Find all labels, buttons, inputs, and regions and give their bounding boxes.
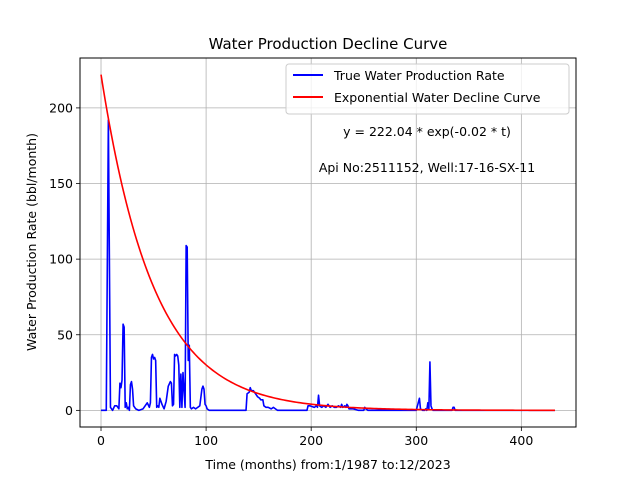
y-axis-label: Water Production Rate (bbl/month) [24,133,39,351]
x-tick-label: 300 [404,433,428,448]
x-tick-label: 100 [194,433,218,448]
x-axis-label: Time (months) from:1/1987 to:12/2023 [204,457,450,472]
axis-ticks: 0 100 200 300 400 0 50 100 150 200 [49,100,533,448]
series-line-true-rate [101,119,555,412]
series-line-exponential-curve [100,74,555,412]
y-tick-label: 200 [49,100,73,115]
plot-frame [79,57,577,428]
x-tick-label: 0 [97,433,105,448]
x-tick-label: 200 [299,433,323,448]
legend: True Water Production Rate Exponential W… [285,63,570,115]
y-tick-label: 100 [49,252,73,267]
annotation-equation: y = 222.04 * exp(-0.02 * t) [343,124,511,139]
legend-label-true-rate: True Water Production Rate [333,68,505,83]
y-tick-label: 50 [57,327,73,342]
y-tick-label: 0 [65,403,73,418]
plot-area [80,58,576,427]
annotation-well-info: Api No:2511152, Well:17-16-SX-11 [319,160,535,175]
legend-label-exponential-curve: Exponential Water Decline Curve [334,90,541,105]
chart-title: Water Production Decline Curve [209,35,448,53]
x-tick-label: 400 [509,433,533,448]
legend-box [285,63,570,115]
grid [80,58,576,427]
series-lines [100,74,555,412]
y-tick-label: 150 [49,176,73,191]
